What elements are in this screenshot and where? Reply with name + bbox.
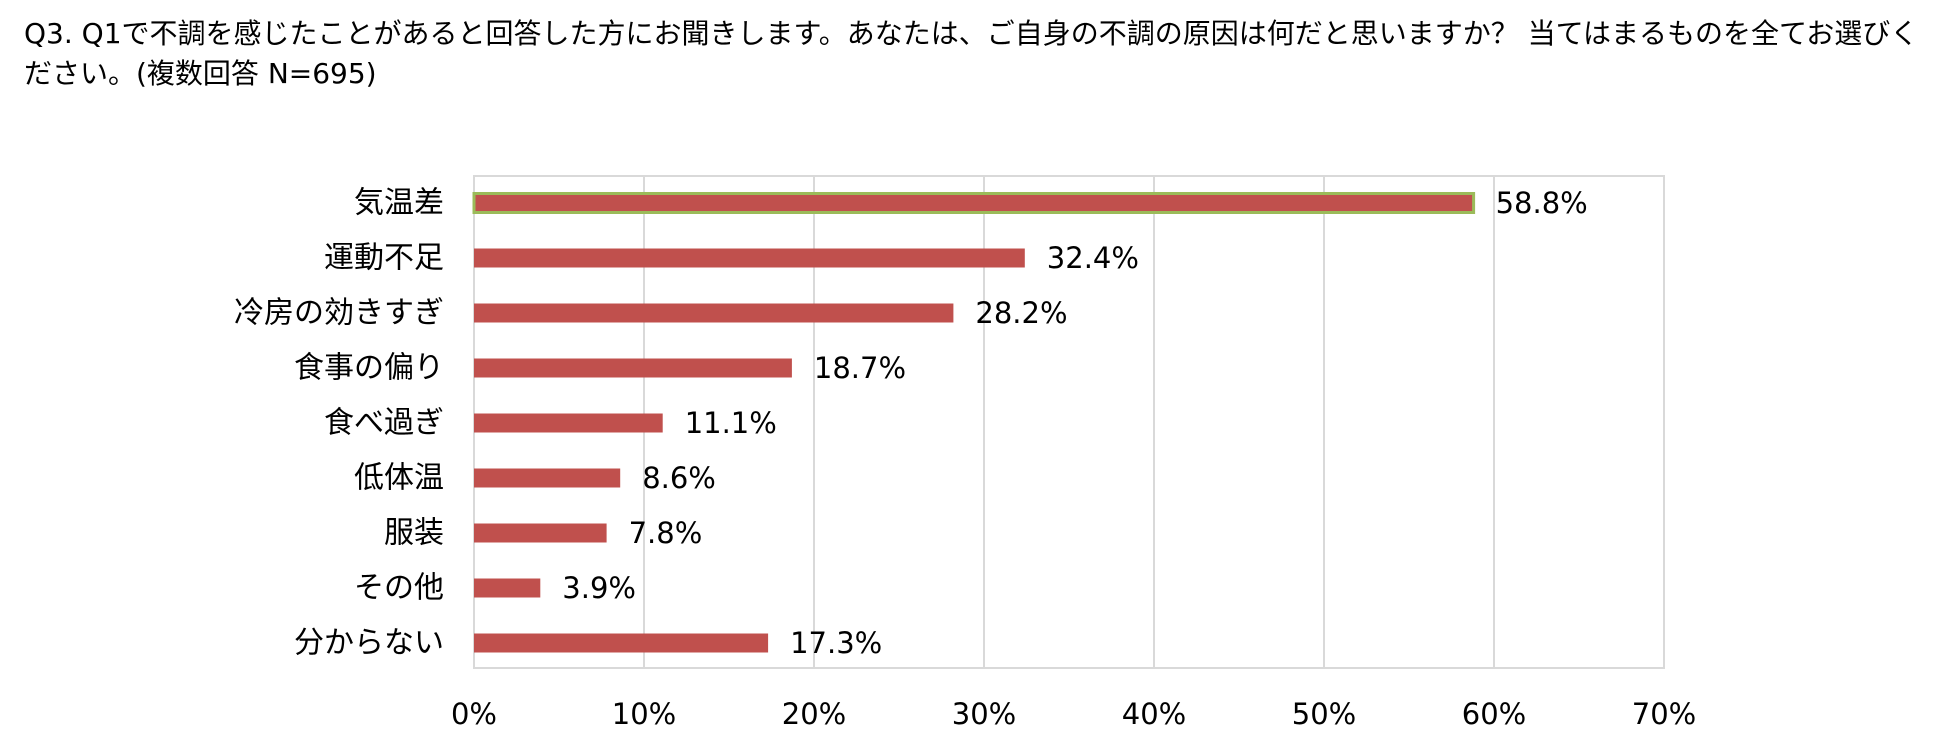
category-label-7: 服装 xyxy=(384,516,444,551)
bar-3 xyxy=(474,303,954,323)
bars xyxy=(472,192,1476,653)
bar-7 xyxy=(474,523,607,543)
data-label-5: 11.1% xyxy=(685,406,777,440)
data-label-4: 18.7% xyxy=(814,351,906,385)
bar-5 xyxy=(474,413,663,433)
x-tick-label-4: 30% xyxy=(952,697,1016,731)
category-label-3: 冷房の効きすぎ xyxy=(234,296,444,331)
x-tick-label-7: 60% xyxy=(1462,697,1526,731)
bar-4 xyxy=(474,358,792,378)
data-label-6: 8.6% xyxy=(642,461,716,495)
bar-2 xyxy=(474,248,1025,268)
x-tick-label-8: 70% xyxy=(1632,697,1696,731)
bar-6 xyxy=(474,468,621,488)
data-label-3: 28.2% xyxy=(975,296,1067,330)
data-label-9: 17.3% xyxy=(790,626,882,660)
data-label-1: 58.8% xyxy=(1496,186,1588,220)
data-label-2: 32.4% xyxy=(1047,241,1139,275)
x-tick-label-2: 10% xyxy=(612,697,676,731)
data-labels: 58.8% 32.4% 28.2% 18.7% 11.1% 8.6% 7.8% 3.9% 17.… xyxy=(562,186,1587,660)
category-label-5: 食べ過ぎ xyxy=(324,406,444,441)
bar-1 xyxy=(472,192,1476,214)
question-text: Q3. Q1で不調を感じたことがあると回答した方にお聞きします。あなたは、ご自身… xyxy=(24,17,1919,90)
x-tick-label-3: 20% xyxy=(782,697,846,731)
category-label-4: 食事の偏り xyxy=(294,351,444,386)
x-tick-label-5: 40% xyxy=(1122,697,1186,731)
data-label-8: 3.9% xyxy=(562,571,636,605)
category-label-6: 低体温 xyxy=(354,461,444,496)
category-label-9: 分からない xyxy=(294,626,444,661)
bar-8 xyxy=(474,578,541,598)
x-tick-label-6: 50% xyxy=(1292,697,1356,731)
x-tick-label-1: 0% xyxy=(451,697,497,731)
category-label-2: 運動不足 xyxy=(324,241,444,276)
x-tick-labels: 0% 10% 20% 30% 40% 50% 60% 70% xyxy=(451,697,1696,731)
bar-9 xyxy=(474,633,769,653)
category-label-8: その他 xyxy=(354,571,444,606)
category-label-1: 気温差 xyxy=(354,186,444,221)
data-label-7: 7.8% xyxy=(629,516,703,550)
